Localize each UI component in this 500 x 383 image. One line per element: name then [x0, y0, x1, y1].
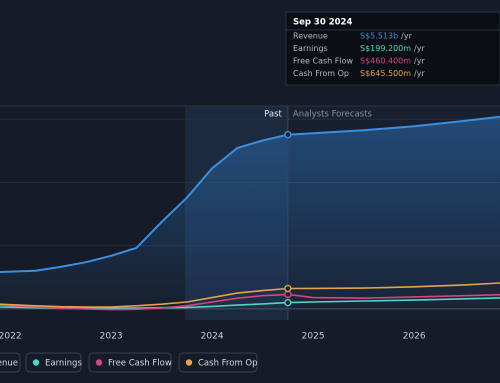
revenue-area [0, 116, 500, 309]
legend-item[interactable]: Free Cash Flow [88, 352, 172, 373]
legend-item[interactable]: Cash From Op [178, 352, 258, 373]
tooltip-unit: /yr [414, 44, 425, 53]
tooltip-label: Earnings [293, 44, 328, 53]
tooltip-date: Sep 30 2024 [293, 18, 352, 28]
legend-pill [25, 352, 82, 373]
past-label: Past [264, 110, 282, 120]
tooltip-unit: /yr [414, 69, 425, 78]
legend-text: Free Cash Flow [108, 359, 172, 369]
tooltip-label: Free Cash Flow [293, 57, 354, 66]
tooltip-value: S$645.500m [360, 69, 411, 78]
series-marker [284, 284, 292, 293]
tooltip-value: S$199.200m [360, 44, 411, 53]
x-tick-label: 2026 [403, 332, 426, 342]
tooltip-label: Cash From Op [293, 69, 349, 78]
series-line [0, 282, 500, 308]
legend-item[interactable]: Revenue [0, 352, 21, 373]
tooltip-value: S$460.400m [360, 57, 411, 66]
x-tick-label: 2025 [302, 332, 325, 342]
x-tick-label: 2024 [201, 332, 224, 342]
legend-swatch [185, 359, 193, 366]
legend-text: Cash From Op [198, 359, 258, 369]
series-marker [284, 290, 292, 299]
legend-item[interactable]: Earnings [25, 352, 82, 373]
tooltip: Sep 30 2024 Revenue S$5.513b/yr Earnings S$1… [285, 11, 500, 86]
series-marker [284, 298, 292, 307]
legend-pill [0, 352, 21, 373]
forecast-label: Analysts Forecasts [293, 110, 373, 120]
legend-swatch [32, 359, 40, 366]
series-line [0, 293, 500, 311]
tooltip-unit: /yr [401, 32, 412, 41]
x-tick-label: 2023 [100, 332, 123, 342]
tooltip-unit: /yr [414, 57, 425, 66]
legend-text: Revenue [0, 359, 18, 369]
tooltip-value: S$5.513b [360, 32, 398, 41]
tooltip-box [285, 11, 500, 86]
legend-text: Earnings [45, 359, 82, 369]
tooltip-label: Revenue [293, 32, 328, 41]
legend-pill [88, 352, 172, 373]
series-marker [284, 130, 292, 139]
legend-pill [178, 352, 258, 373]
series-line [0, 115, 500, 273]
x-tick-label: 2022 [0, 332, 22, 342]
legend-swatch [95, 359, 103, 366]
